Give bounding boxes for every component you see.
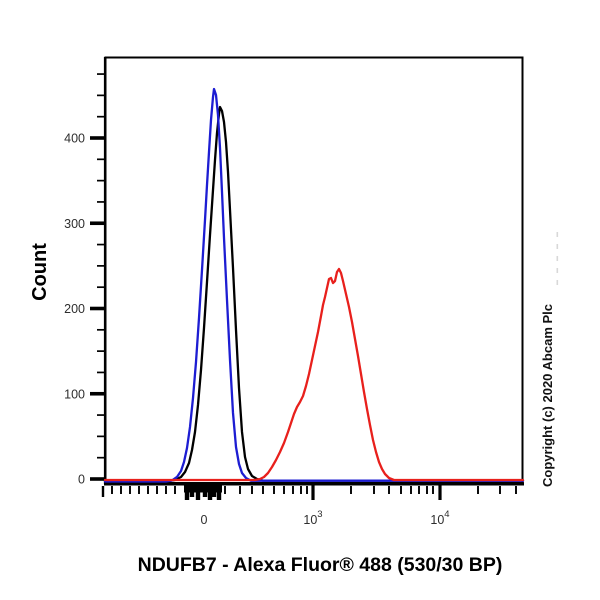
x-tick-label: 103 (303, 509, 322, 527)
y-axis-title: Count (29, 243, 51, 301)
watermark-dash (556, 244, 559, 249)
watermark-dashes (556, 232, 559, 285)
watermark-dash (556, 280, 559, 285)
watermark-dash (556, 256, 559, 261)
y-tick-label: 0 (78, 473, 85, 487)
x-axis-ticks (101, 485, 517, 500)
y-tick-label: 300 (64, 217, 85, 231)
blue-histogram (103, 87, 525, 483)
x-tick-label: 0 (201, 513, 208, 527)
y-tick-label: 100 (64, 387, 85, 401)
y-axis-ticks: 0 100 200 300 400 (64, 73, 105, 487)
x-axis-title: NDUFB7 - Alexa Fluor® 488 (530/30 BP) (138, 554, 503, 576)
y-tick-label: 200 (64, 302, 85, 316)
black-histogram (103, 105, 525, 483)
plot-border (104, 56, 524, 484)
red-histogram (103, 267, 525, 482)
x-tick-label: 104 (430, 509, 449, 527)
histogram-curves (103, 87, 525, 483)
copyright-text: Copyright (c) 2020 Abcam Plc (540, 304, 555, 487)
y-tick-label: 400 (64, 132, 85, 146)
watermark-dash (556, 232, 559, 237)
x-axis-tick-labels: 0 103 104 (201, 509, 450, 527)
watermark-dash (556, 268, 559, 273)
